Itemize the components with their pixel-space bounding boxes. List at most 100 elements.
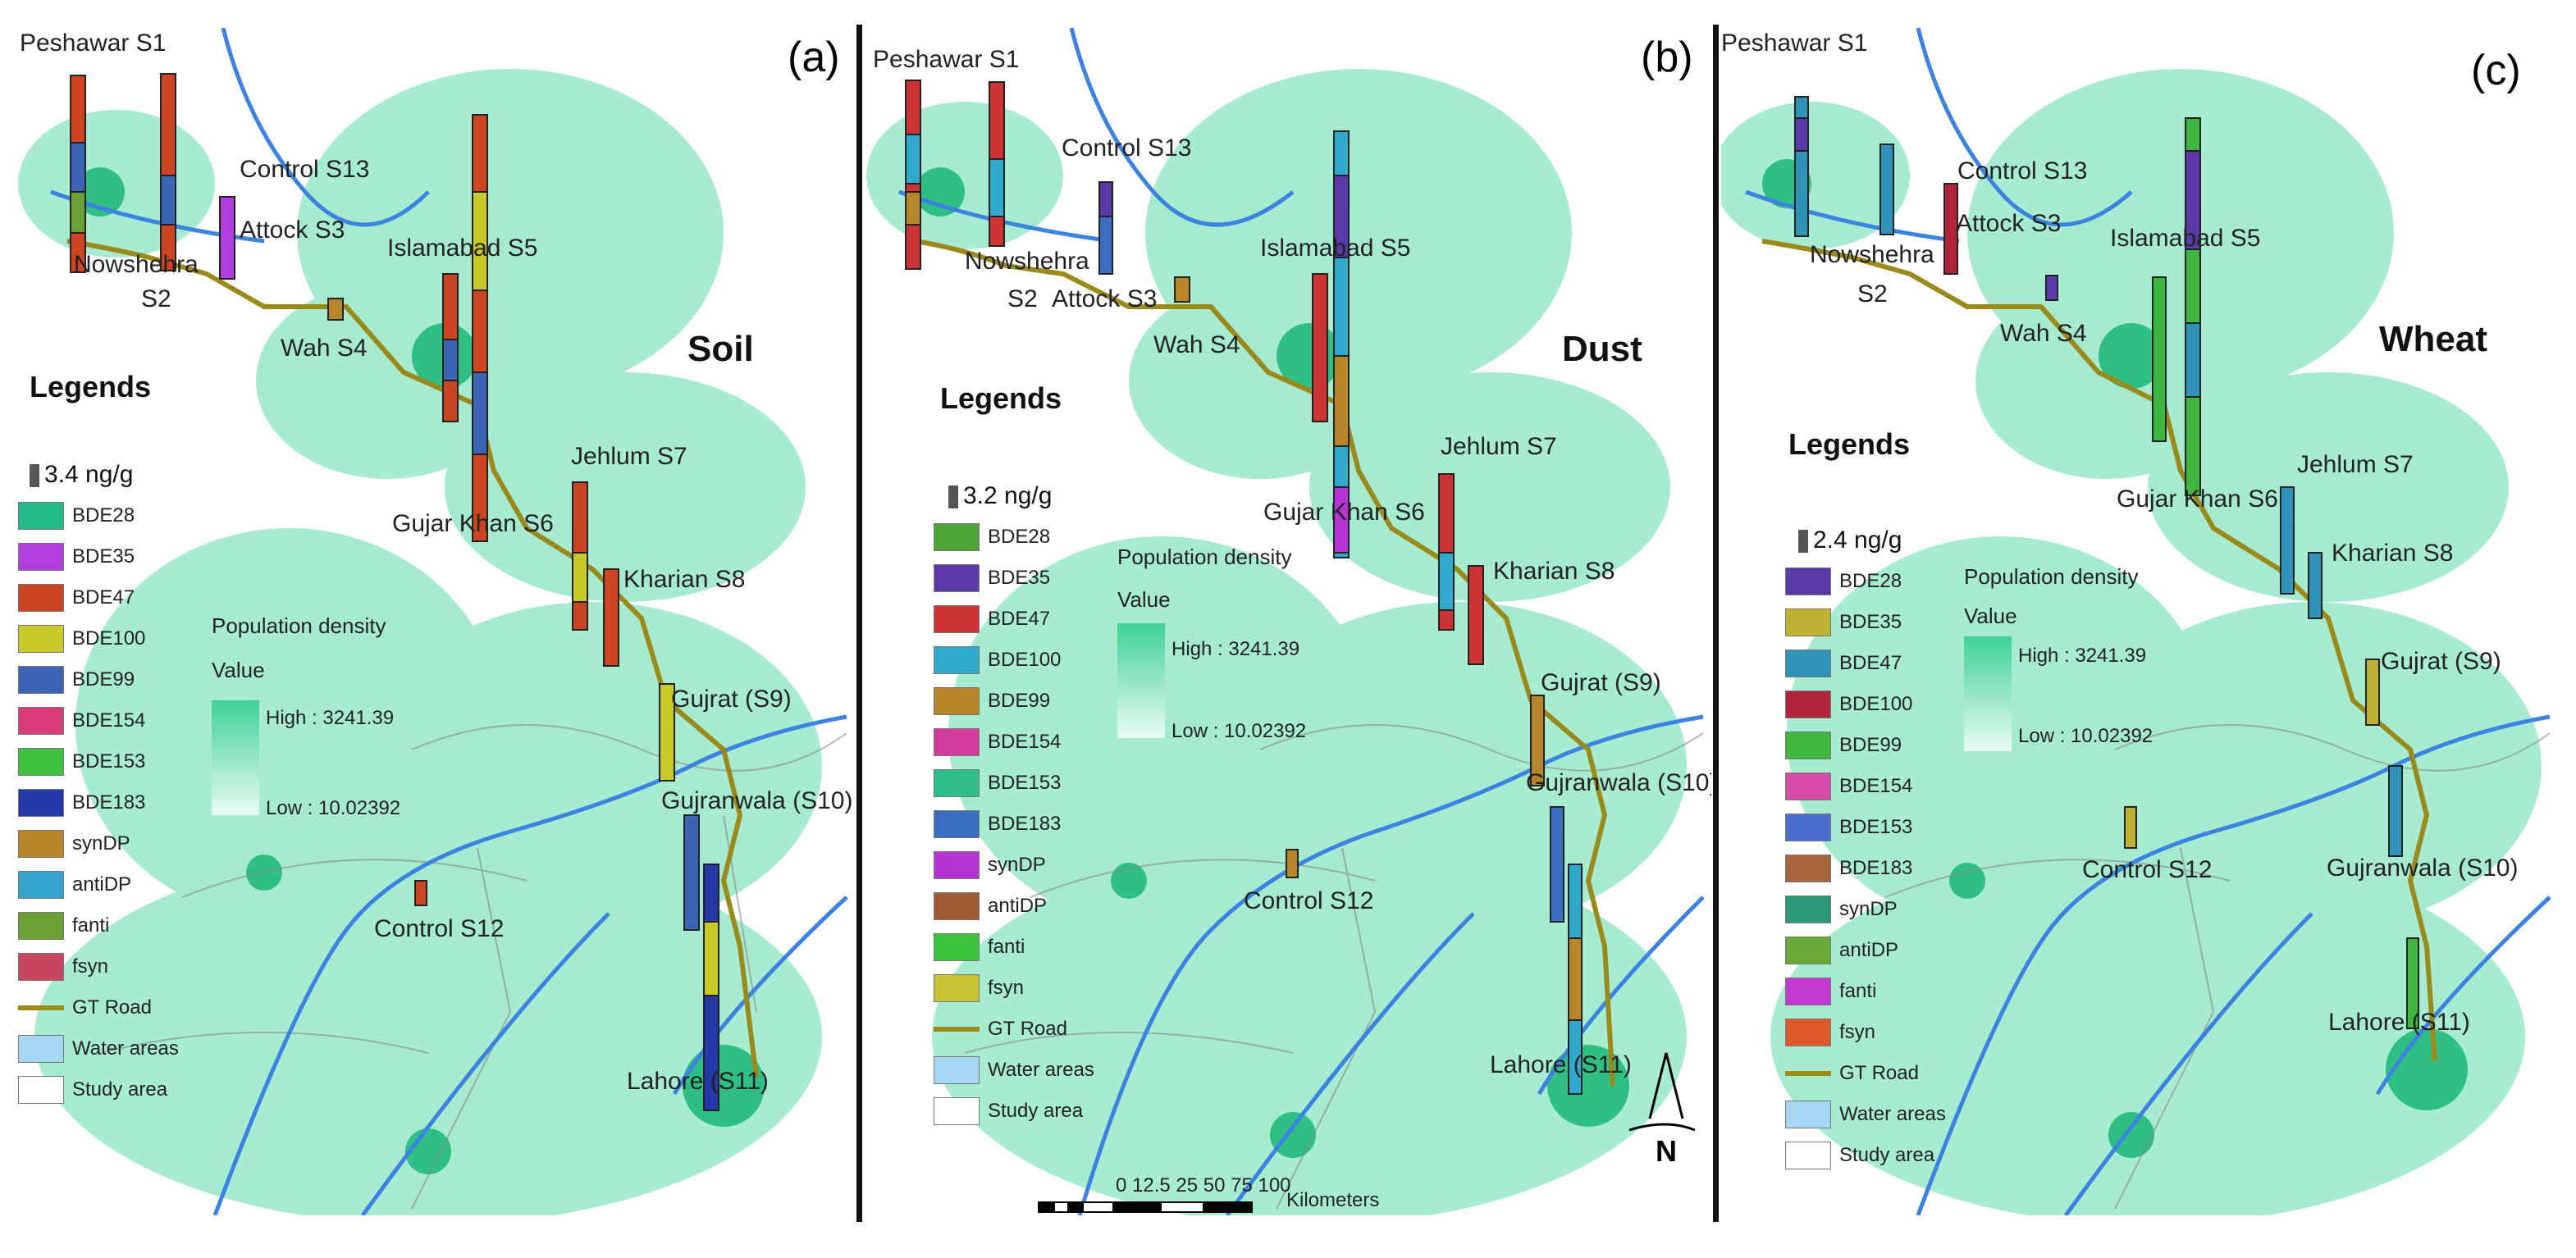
site-label: Control S13: [1957, 157, 2088, 185]
legend-title: Legends: [940, 381, 1062, 415]
bar-symbol-icon: [30, 464, 39, 488]
site-label: Lahore (S11): [2328, 1009, 2470, 1036]
site-label: Kharian S8: [2332, 540, 2454, 567]
legend-item-water: Water areas: [18, 1028, 179, 1069]
rivers: [898, 28, 1705, 1215]
site-label: Wah S4: [2000, 320, 2087, 347]
site-label: Islamabad S5: [1260, 235, 1411, 262]
legend-item: BDE100: [18, 618, 179, 659]
legend-list: BDE28 BDE35 BDE47 BDE100 BDE99 BDE154 BD…: [1785, 561, 1946, 1176]
site-label: Lahore (S11): [627, 1068, 769, 1095]
legend-item-water: Water areas: [934, 1050, 1094, 1091]
panel-letter: (c): [2471, 47, 2521, 94]
site-label: Gujranwala (S10): [1526, 769, 1711, 796]
legend-item-study: Study area: [934, 1091, 1094, 1132]
population-density-value: Value: [1964, 604, 2017, 628]
rivers: [1745, 28, 2551, 1215]
legend-item: fanti: [18, 905, 179, 946]
legend-item: BDE47: [1785, 643, 1946, 684]
site-label: Control S13: [240, 156, 370, 183]
legend-item-study: Study area: [1785, 1135, 1946, 1176]
panel-wheat: (c) Wheat Peshawar S1 Nowshehra S2 Contr…: [1721, 28, 2558, 1215]
district-boundaries: [964, 724, 1704, 1210]
site-label: Control S12: [2082, 856, 2213, 883]
site-label: Lahore (S11): [1490, 1051, 1632, 1078]
soil-map: [18, 28, 848, 1215]
panel-dust: (b) Dust Peshawar S1 Control S13 Nowsheh…: [866, 28, 1711, 1215]
site-label: Control S13: [1062, 134, 1192, 162]
site-label: Jehlum S7: [2297, 451, 2414, 478]
population-density-title: Population density: [1117, 545, 1292, 569]
legend-item: BDE100: [934, 640, 1094, 681]
site-label: Peshawar S1: [873, 46, 1020, 73]
site-label: Nowshehra: [965, 248, 1089, 275]
population-density-high: High : 3241.39: [266, 707, 395, 729]
legend-item: BDE153: [1785, 807, 1946, 848]
legend-item: antiDP: [934, 886, 1094, 927]
site-label: Gujar Khan S6: [2117, 485, 2278, 513]
gt-road: [915, 239, 1615, 1087]
population-density-low: Low : 10.02392: [266, 797, 401, 819]
legend-item: fsyn: [934, 968, 1094, 1009]
population-density-value: Value: [1117, 587, 1171, 612]
site-label: Kharian S8: [1493, 558, 1615, 585]
panel-letter: (a): [788, 34, 840, 81]
legend-item: synDP: [18, 823, 179, 864]
population-density-title: Population density: [1964, 564, 2139, 589]
legend-title: Legends: [30, 370, 152, 403]
legend-unit: 2.4 ng/g: [1798, 528, 1902, 554]
legend-item: BDE99: [1785, 725, 1946, 766]
legend-item: BDE99: [934, 681, 1094, 722]
scale-ticks: 0 12.5 25 50 75 100: [1116, 1174, 1291, 1196]
site-label: S2: [141, 285, 171, 312]
site-label: Control S12: [374, 915, 505, 942]
legend-item-water: Water areas: [1785, 1094, 1946, 1135]
concentration-bars: [905, 80, 1583, 1095]
site-label: Islamabad S5: [387, 235, 538, 262]
bar-symbol-icon: [948, 485, 958, 509]
legend-title: Legends: [1788, 427, 1911, 461]
site-label: Gujrat (S9): [1541, 669, 1661, 696]
north-arrow: [1628, 1052, 1696, 1132]
legend-list: BDE28 BDE35 BDE47 BDE100 BDE99 BDE154 BD…: [18, 495, 179, 1110]
panel-letter: (b): [1641, 34, 1693, 81]
legend-item: BDE153: [18, 741, 179, 782]
site-label: S2: [1007, 285, 1038, 312]
legend-item: synDP: [1785, 889, 1946, 930]
population-density-title: Population density: [212, 613, 386, 638]
matrix-name: Soil: [687, 329, 754, 369]
site-label: Gujar Khan S6: [1263, 499, 1425, 526]
legend-item: BDE35: [1785, 602, 1946, 643]
population-density-low: Low : 10.02392: [2018, 725, 2154, 747]
site-label: Attock S3: [1052, 285, 1158, 312]
district-boundaries: [99, 724, 847, 1210]
site-label: Islamabad S5: [2110, 225, 2261, 252]
legend-item: BDE35: [18, 536, 179, 577]
site-label: Peshawar S1: [20, 30, 167, 57]
panel-divider: [1713, 25, 1719, 1222]
legend-item-road: GT Road: [1785, 1053, 1946, 1094]
legend-item: BDE183: [1785, 848, 1946, 889]
legend-item: fanti: [1785, 971, 1946, 1012]
population-density-value: Value: [212, 658, 265, 682]
site-label: Attock S3: [240, 217, 345, 244]
site-label: Control S12: [1244, 887, 1374, 914]
legend-item: BDE28: [18, 495, 179, 536]
legend-item: fsyn: [1785, 1012, 1946, 1053]
north-label: N: [1656, 1134, 1677, 1168]
legend-item: antiDP: [1785, 930, 1946, 971]
scale-bar: [1038, 1201, 1253, 1213]
population-density-layer: [18, 69, 822, 1215]
matrix-name: Dust: [1562, 329, 1642, 369]
legend-item: BDE154: [1785, 766, 1946, 807]
legend-item: BDE100: [1785, 684, 1946, 725]
legend-item-study: Study area: [18, 1069, 179, 1110]
district-boundaries: [1884, 724, 2551, 1210]
legend-item: BDE47: [18, 577, 179, 618]
legend-item: BDE28: [1785, 561, 1946, 602]
site-label: Nowshehra: [1810, 241, 1934, 268]
legend-item: fsyn: [18, 946, 179, 987]
site-label: Gujar Khan S6: [392, 510, 554, 537]
site-label: Peshawar S1: [1721, 30, 1868, 57]
legend-item: BDE153: [934, 763, 1094, 804]
